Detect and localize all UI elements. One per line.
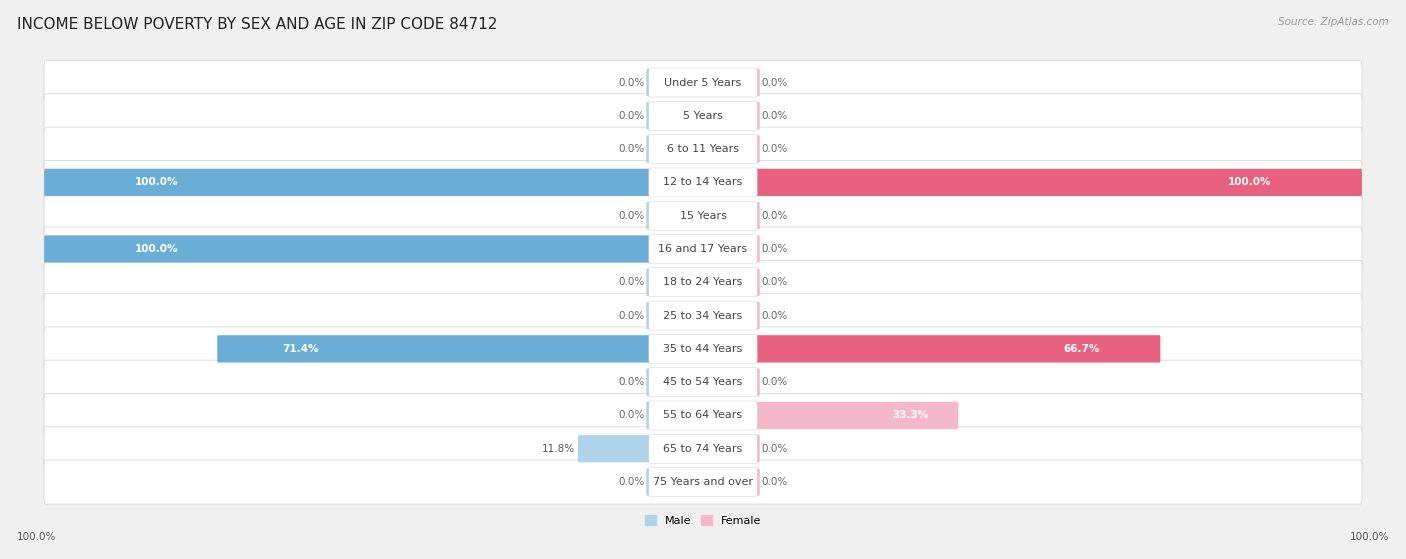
Text: 0.0%: 0.0% [762, 377, 787, 387]
Text: INCOME BELOW POVERTY BY SEX AND AGE IN ZIP CODE 84712: INCOME BELOW POVERTY BY SEX AND AGE IN Z… [17, 17, 498, 32]
Text: 100.0%: 100.0% [1350, 532, 1389, 542]
FancyBboxPatch shape [648, 68, 758, 97]
FancyBboxPatch shape [44, 160, 1362, 205]
FancyBboxPatch shape [44, 360, 1362, 404]
Text: 100.0%: 100.0% [17, 532, 56, 542]
Text: Under 5 Years: Under 5 Years [665, 78, 741, 88]
FancyBboxPatch shape [647, 402, 650, 429]
Text: 65 to 74 Years: 65 to 74 Years [664, 444, 742, 454]
FancyBboxPatch shape [648, 301, 758, 330]
FancyBboxPatch shape [648, 434, 758, 463]
Text: 0.0%: 0.0% [762, 477, 787, 487]
FancyBboxPatch shape [44, 227, 1362, 271]
FancyBboxPatch shape [44, 235, 650, 263]
Text: 33.3%: 33.3% [891, 410, 928, 420]
FancyBboxPatch shape [44, 460, 1362, 504]
FancyBboxPatch shape [647, 269, 650, 296]
FancyBboxPatch shape [648, 401, 758, 430]
Text: 0.0%: 0.0% [762, 111, 787, 121]
Text: 0.0%: 0.0% [762, 244, 787, 254]
FancyBboxPatch shape [647, 102, 650, 130]
Text: Source: ZipAtlas.com: Source: ZipAtlas.com [1278, 17, 1389, 27]
Text: 0.0%: 0.0% [619, 377, 644, 387]
Text: 0.0%: 0.0% [762, 211, 787, 221]
Text: 0.0%: 0.0% [762, 311, 787, 321]
FancyBboxPatch shape [648, 101, 758, 130]
Text: 12 to 14 Years: 12 to 14 Years [664, 177, 742, 187]
FancyBboxPatch shape [648, 135, 758, 164]
FancyBboxPatch shape [756, 235, 759, 263]
Text: 25 to 34 Years: 25 to 34 Years [664, 311, 742, 321]
Text: 75 Years and over: 75 Years and over [652, 477, 754, 487]
Text: 45 to 54 Years: 45 to 54 Years [664, 377, 742, 387]
FancyBboxPatch shape [756, 69, 759, 96]
FancyBboxPatch shape [44, 260, 1362, 304]
Text: 100.0%: 100.0% [135, 244, 179, 254]
FancyBboxPatch shape [44, 194, 1362, 238]
Text: 18 to 24 Years: 18 to 24 Years [664, 277, 742, 287]
FancyBboxPatch shape [756, 402, 959, 429]
FancyBboxPatch shape [44, 169, 650, 196]
Text: 0.0%: 0.0% [619, 277, 644, 287]
Text: 0.0%: 0.0% [762, 78, 787, 88]
FancyBboxPatch shape [756, 135, 759, 163]
FancyBboxPatch shape [578, 435, 650, 462]
Text: 66.7%: 66.7% [1063, 344, 1099, 354]
FancyBboxPatch shape [44, 60, 1362, 105]
Text: 0.0%: 0.0% [619, 211, 644, 221]
Text: 100.0%: 100.0% [1227, 177, 1271, 187]
Text: 0.0%: 0.0% [619, 144, 644, 154]
FancyBboxPatch shape [647, 135, 650, 163]
FancyBboxPatch shape [756, 202, 759, 229]
Text: 0.0%: 0.0% [619, 78, 644, 88]
Text: 0.0%: 0.0% [619, 477, 644, 487]
FancyBboxPatch shape [647, 69, 650, 96]
Legend: Male, Female: Male, Female [641, 511, 765, 530]
FancyBboxPatch shape [44, 427, 1362, 471]
Text: 100.0%: 100.0% [135, 177, 179, 187]
FancyBboxPatch shape [756, 435, 759, 462]
FancyBboxPatch shape [756, 468, 759, 496]
FancyBboxPatch shape [756, 302, 759, 329]
Text: 71.4%: 71.4% [281, 344, 318, 354]
Text: 0.0%: 0.0% [762, 444, 787, 454]
FancyBboxPatch shape [44, 127, 1362, 171]
FancyBboxPatch shape [648, 334, 758, 363]
FancyBboxPatch shape [648, 201, 758, 230]
FancyBboxPatch shape [756, 335, 1160, 363]
FancyBboxPatch shape [44, 293, 1362, 338]
FancyBboxPatch shape [647, 468, 650, 496]
FancyBboxPatch shape [756, 169, 1362, 196]
Text: 0.0%: 0.0% [762, 277, 787, 287]
FancyBboxPatch shape [648, 235, 758, 263]
Text: 16 and 17 Years: 16 and 17 Years [658, 244, 748, 254]
FancyBboxPatch shape [647, 202, 650, 229]
Text: 0.0%: 0.0% [762, 144, 787, 154]
FancyBboxPatch shape [648, 268, 758, 297]
FancyBboxPatch shape [648, 368, 758, 397]
Text: 5 Years: 5 Years [683, 111, 723, 121]
FancyBboxPatch shape [648, 168, 758, 197]
FancyBboxPatch shape [756, 368, 759, 396]
FancyBboxPatch shape [647, 302, 650, 329]
Text: 0.0%: 0.0% [619, 311, 644, 321]
Text: 6 to 11 Years: 6 to 11 Years [666, 144, 740, 154]
FancyBboxPatch shape [647, 368, 650, 396]
FancyBboxPatch shape [44, 394, 1362, 438]
FancyBboxPatch shape [217, 335, 650, 363]
Text: 35 to 44 Years: 35 to 44 Years [664, 344, 742, 354]
FancyBboxPatch shape [648, 467, 758, 496]
Text: 55 to 64 Years: 55 to 64 Years [664, 410, 742, 420]
FancyBboxPatch shape [44, 94, 1362, 138]
Text: 15 Years: 15 Years [679, 211, 727, 221]
Text: 0.0%: 0.0% [619, 111, 644, 121]
FancyBboxPatch shape [756, 102, 759, 130]
Text: 0.0%: 0.0% [619, 410, 644, 420]
FancyBboxPatch shape [756, 269, 759, 296]
FancyBboxPatch shape [44, 327, 1362, 371]
Text: 11.8%: 11.8% [541, 444, 575, 454]
